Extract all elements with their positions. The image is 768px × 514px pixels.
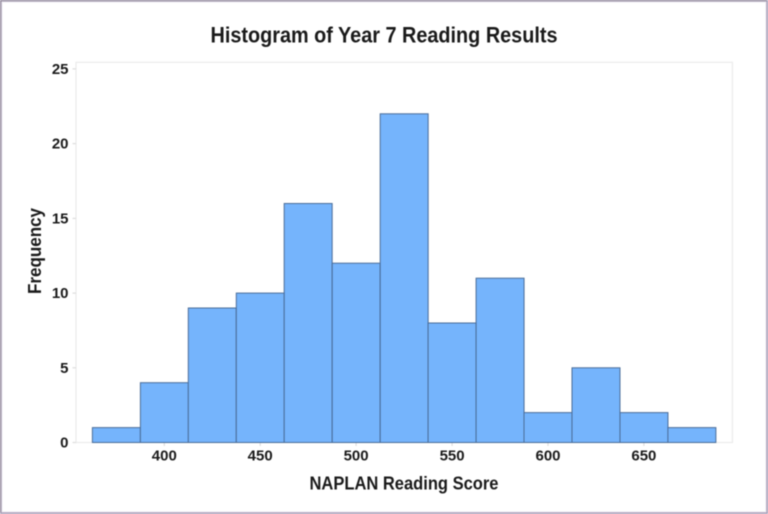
svg-text:5: 5 [60,360,68,377]
svg-text:25: 25 [52,61,69,78]
svg-text:15: 15 [52,210,69,227]
svg-text:450: 450 [248,447,273,464]
svg-text:10: 10 [52,285,69,302]
svg-text:20: 20 [52,136,69,153]
svg-text:NAPLAN Reading Score: NAPLAN Reading Score [310,473,499,493]
svg-text:Frequency: Frequency [25,208,45,294]
svg-text:600: 600 [535,447,560,464]
svg-text:500: 500 [344,447,369,464]
svg-text:650: 650 [631,447,656,464]
svg-text:400: 400 [152,447,177,464]
svg-text:550: 550 [440,447,465,464]
svg-text:0: 0 [60,435,68,452]
svg-text:Histogram of Year 7 Reading Re: Histogram of Year 7 Reading Results [211,22,558,47]
